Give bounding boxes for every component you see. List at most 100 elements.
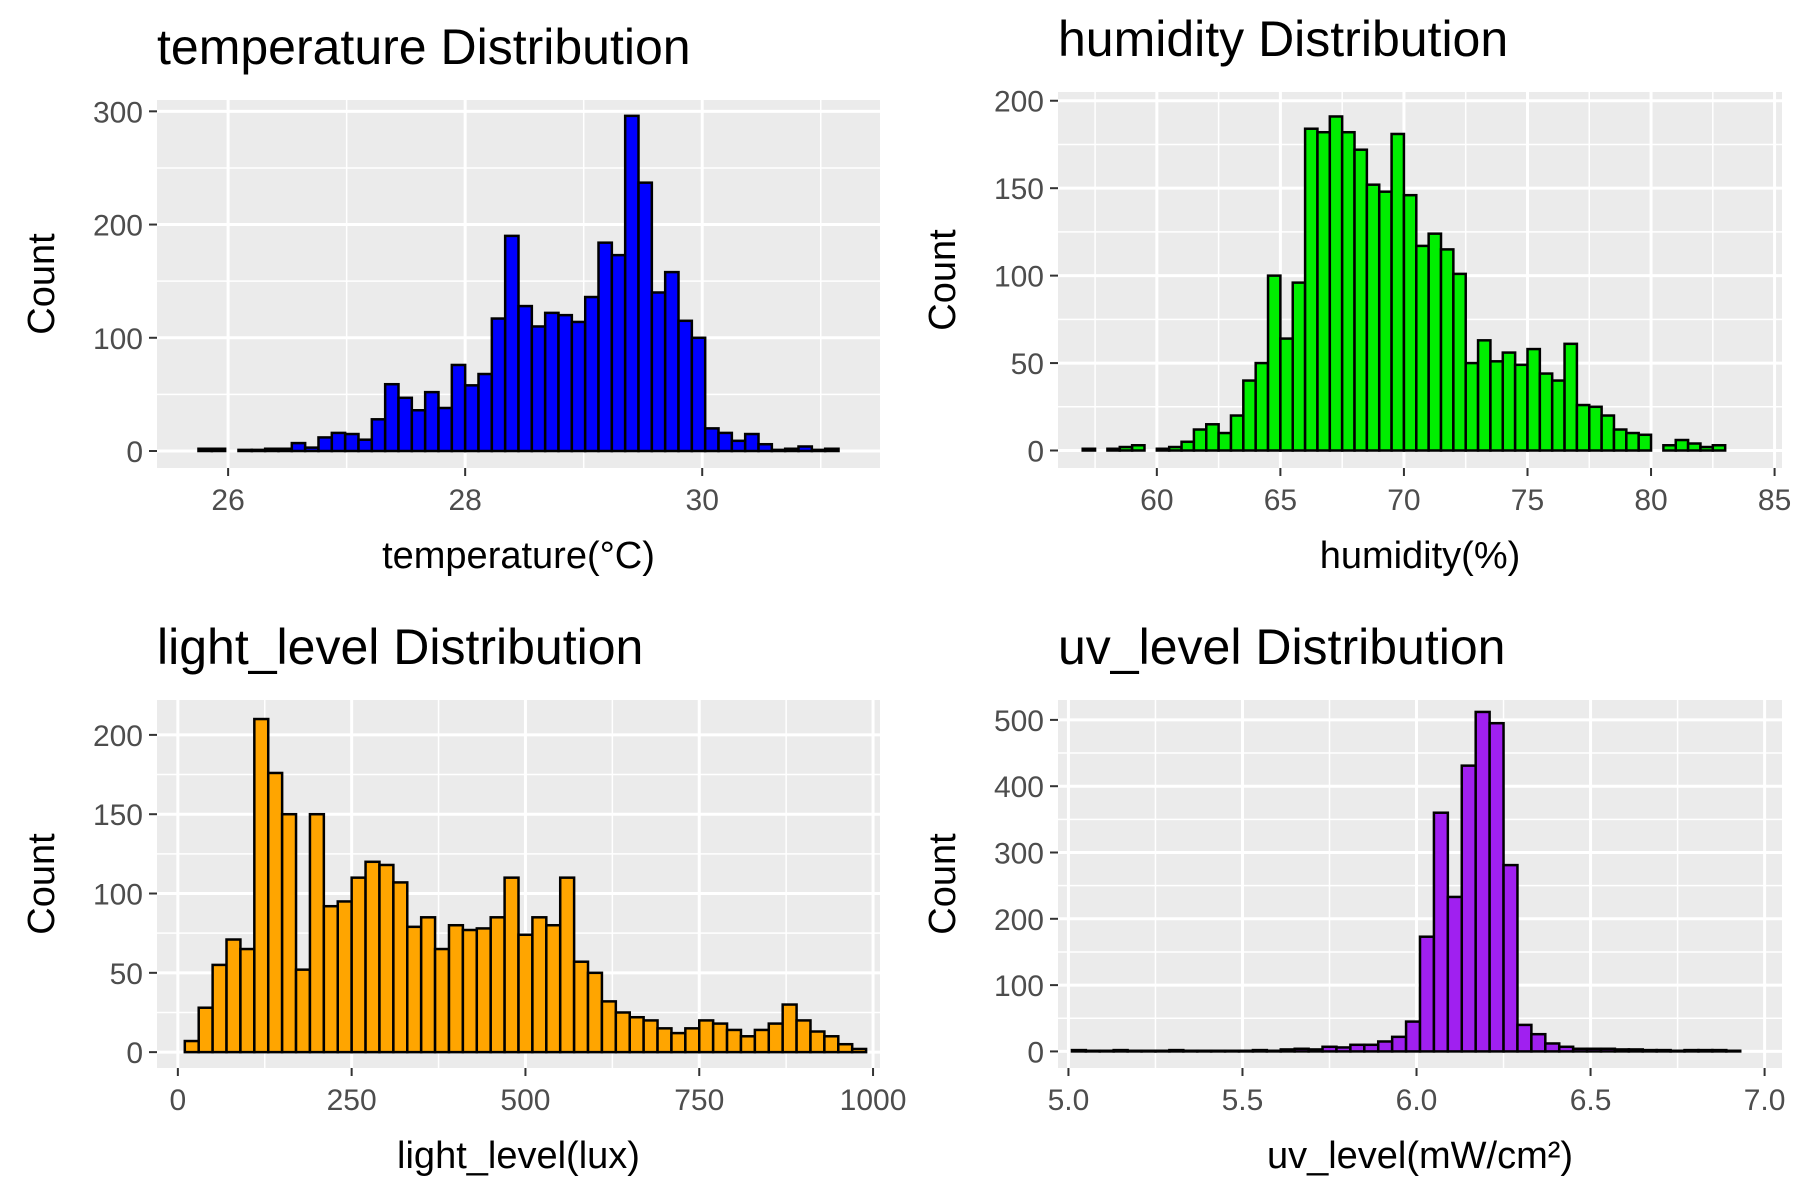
humidity-histogram-bar xyxy=(1353,148,1369,452)
temperature-histogram-bar xyxy=(330,431,347,453)
humidity-histogram-bar xyxy=(1452,272,1467,452)
humidity-y-tick-label: 200 xyxy=(994,86,1044,119)
uv-level-histogram-bar xyxy=(1182,1049,1199,1053)
uv-level-histogram-bar xyxy=(1307,1048,1324,1053)
uv-level-histogram-bar xyxy=(1571,1047,1589,1053)
light-level-histogram-bar xyxy=(642,1019,659,1054)
humidity-x-tick-label: 75 xyxy=(1511,484,1544,517)
humidity-histogram-bar xyxy=(1550,379,1566,452)
uv-level-histogram-bar xyxy=(1363,1043,1380,1053)
uv-level-y-tick-label: 300 xyxy=(994,838,1044,871)
uv-level-histogram-bar xyxy=(1446,895,1464,1053)
uv-level-x-tick-label: 5.5 xyxy=(1222,1084,1264,1117)
temperature-x-tick-label: 28 xyxy=(448,484,481,517)
uv-level-histogram-bar xyxy=(1168,1048,1185,1053)
uv-level-histogram-bar xyxy=(1195,1049,1213,1053)
light-level-histogram-bar xyxy=(475,927,492,1054)
humidity-histogram-bar xyxy=(1192,428,1208,452)
humidity-histogram-bar xyxy=(1711,444,1727,452)
uv-level-histogram-bar xyxy=(1376,1040,1394,1053)
light-level-histogram-bar xyxy=(197,1006,214,1054)
temperature-histogram-bar xyxy=(730,439,747,453)
humidity-histogram-bar xyxy=(1390,132,1406,452)
humidity-histogram-bar xyxy=(1476,339,1492,452)
temperature-histogram-bar xyxy=(383,382,400,453)
uv-level-histogram-bar xyxy=(1585,1047,1603,1053)
light-level-histogram-bar xyxy=(378,863,395,1054)
light-level-histogram-bar xyxy=(461,928,479,1054)
humidity-histogram-bar xyxy=(1205,423,1220,452)
humidity-histogram-bar xyxy=(1081,447,1097,452)
temperature-histogram-bar xyxy=(797,445,814,453)
light-level-histogram-bar xyxy=(350,876,367,1054)
humidity-histogram-bar xyxy=(1489,360,1505,452)
humidity-y-tick-label: 150 xyxy=(994,173,1044,206)
uv-level-histogram-bar xyxy=(1098,1049,1115,1053)
light-level-histogram-bar xyxy=(711,1022,729,1054)
humidity-histogram-bar xyxy=(1600,414,1616,452)
uv-level-chart-title: uv_level Distribution xyxy=(1058,619,1505,675)
humidity-histogram-bar xyxy=(1167,445,1183,452)
temperature-y-axis-title: Count xyxy=(21,233,63,335)
humidity-histogram-bar xyxy=(1340,130,1356,452)
light-level-x-tick-label: 0 xyxy=(170,1084,187,1117)
light-level-histogram-bar xyxy=(781,1003,798,1054)
humidity-histogram-bar xyxy=(1513,363,1529,452)
humidity-histogram-bar xyxy=(1637,433,1653,452)
light-level-histogram-bar xyxy=(503,876,520,1054)
humidity-histogram-bar xyxy=(1254,361,1270,452)
humidity-histogram-bar xyxy=(1328,115,1344,452)
temperature-histogram-bar xyxy=(530,325,547,453)
uv-level-histogram-bar xyxy=(1154,1049,1171,1053)
light-level-histogram-bar xyxy=(586,971,604,1054)
light-level-histogram-bar xyxy=(767,1022,784,1054)
humidity-histogram-bar xyxy=(1662,444,1677,452)
light-level-histogram-bar xyxy=(364,860,381,1054)
uv-level-y-axis-title: Count xyxy=(922,833,964,935)
humidity-histogram-bar xyxy=(1242,379,1257,452)
light-level-histogram-bar xyxy=(545,923,562,1054)
uv-level-histogram-bar xyxy=(1655,1048,1672,1053)
temperature-histogram-bar xyxy=(597,241,614,453)
light-level-histogram-bar xyxy=(336,900,353,1054)
uv-level-x-tick-label: 7.0 xyxy=(1744,1084,1786,1117)
humidity-histogram-bar xyxy=(1674,438,1690,452)
light-level-histogram-bar xyxy=(183,1039,200,1054)
uv-level-histogram-bar xyxy=(1613,1048,1631,1053)
humidity-y-tick-label: 100 xyxy=(994,261,1044,294)
light-level-histogram-bar xyxy=(419,916,437,1054)
temperature-y-tick-label: 300 xyxy=(93,96,143,129)
humidity-histogram-bar xyxy=(1377,190,1393,452)
uv-level-histogram-bar xyxy=(1683,1048,1700,1053)
temperature-histogram-bar xyxy=(410,409,427,453)
humidity-histogram-bar xyxy=(1612,428,1628,452)
temperature-histogram-bar xyxy=(543,311,560,453)
uv-level-histogram-bar xyxy=(1641,1048,1658,1053)
uv-level-histogram-bar xyxy=(1112,1048,1129,1053)
light-level-histogram-bar xyxy=(837,1042,854,1054)
temperature-histogram-bar xyxy=(450,363,467,453)
temperature-x-axis-title: temperature(°C) xyxy=(382,535,655,577)
uv-level-histogram-bar xyxy=(1669,1049,1686,1053)
uv-level-histogram-bar xyxy=(1293,1047,1310,1053)
uv-level-histogram-bar xyxy=(1404,1020,1422,1053)
light-level-histogram-bar xyxy=(489,916,506,1054)
uv-level-histogram-bar xyxy=(1265,1049,1283,1053)
light-level-histogram-bar xyxy=(253,717,270,1054)
temperature-histogram-bar xyxy=(770,448,787,453)
light-level-x-tick-label: 250 xyxy=(327,1084,377,1117)
humidity-x-tick-label: 65 xyxy=(1264,484,1297,517)
humidity-histogram-bar xyxy=(1279,337,1294,452)
uv-level-x-tick-label: 6.0 xyxy=(1396,1084,1438,1117)
uv-level-histogram-bar xyxy=(1697,1048,1714,1053)
light-level-histogram-bar xyxy=(698,1019,715,1054)
temperature-histogram-bar xyxy=(277,447,294,453)
uv-level-chart-panel: 5.0 5.5 6.0 6.5 7.0 0 100 200 300 400 500 uv_level … xyxy=(922,619,1785,1177)
uv-level-histogram-bar xyxy=(1418,935,1436,1053)
temperature-histogram-bar xyxy=(263,447,280,453)
temperature-x-tick-label: 30 xyxy=(686,484,719,517)
humidity-histogram-bar xyxy=(1130,444,1146,452)
temperature-histogram-bar xyxy=(517,304,534,453)
light-level-y-tick-label: 0 xyxy=(126,1037,143,1070)
